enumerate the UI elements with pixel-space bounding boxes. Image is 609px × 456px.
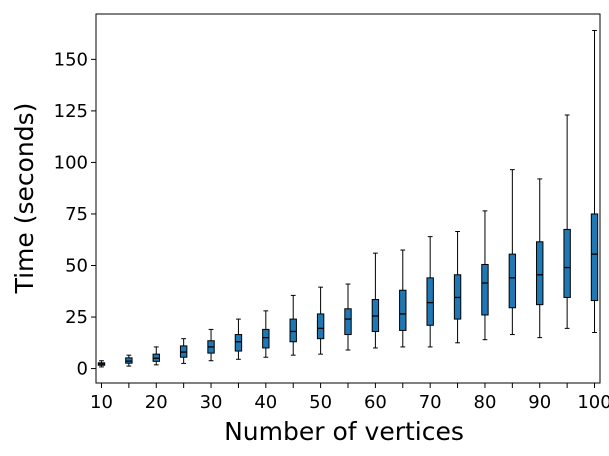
iqr-box-55 [344, 308, 352, 336]
box-85 [508, 169, 517, 336]
y-axis: 0 25 50 75 100 125 150 [54, 49, 96, 380]
box-95 [563, 114, 571, 329]
box-group [97, 29, 599, 368]
box-35 [234, 318, 243, 360]
box-25 [179, 338, 188, 364]
box-20 [152, 346, 160, 366]
box-80 [481, 210, 489, 341]
x-tick-label-10: 10 [90, 392, 113, 413]
y-axis-label: Time (seconds) [10, 103, 39, 295]
plot-frame [95, 13, 601, 384]
x-tick-label-40: 40 [254, 392, 277, 413]
y-tick-label-25: 25 [65, 307, 88, 328]
box-100 [590, 29, 599, 333]
iqr-box-70 [426, 277, 434, 326]
x-tick-label-20: 20 [145, 392, 168, 413]
x-tick-label-50: 50 [309, 392, 332, 413]
iqr-box-95 [563, 228, 571, 298]
y-tick-label-150: 150 [54, 49, 88, 70]
box-15 [125, 354, 133, 367]
box-60 [371, 252, 380, 349]
iqr-box-100 [590, 213, 599, 302]
x-tick-label-80: 80 [474, 392, 497, 413]
iqr-box-90 [536, 241, 544, 306]
y-tick-label-100: 100 [54, 152, 88, 173]
iqr-box-40 [262, 328, 270, 349]
box-40 [262, 310, 270, 358]
box-65 [399, 249, 407, 348]
iqr-box-35 [234, 334, 243, 352]
y-tick-label-125: 125 [54, 101, 88, 122]
x-tick-label-90: 90 [528, 392, 551, 413]
x-tick-label-70: 70 [419, 392, 442, 413]
box-50 [316, 286, 325, 355]
x-tick-label-30: 30 [200, 392, 223, 413]
box-45 [289, 294, 297, 356]
box-30 [207, 328, 215, 362]
x-axis: 10 20 30 40 50 60 70 80 90 100 [90, 383, 609, 413]
box-10 [97, 360, 106, 368]
x-tick-label-60: 60 [364, 392, 387, 413]
y-tick-label-0: 0 [77, 359, 88, 380]
box-90 [536, 178, 544, 339]
iqr-box-85 [508, 253, 517, 309]
x-axis-label: Number of vertices [224, 417, 464, 446]
y-tick-label-75: 75 [65, 204, 88, 225]
iqr-box-45 [289, 318, 297, 343]
iqr-box-80 [481, 263, 489, 316]
iqr-box-65 [399, 289, 407, 331]
box-55 [344, 283, 352, 351]
iqr-box-50 [316, 313, 325, 340]
x-tick-label-100: 100 [577, 392, 609, 413]
box-75 [453, 230, 462, 344]
box-70 [426, 236, 434, 348]
y-tick-label-50: 50 [65, 255, 88, 276]
